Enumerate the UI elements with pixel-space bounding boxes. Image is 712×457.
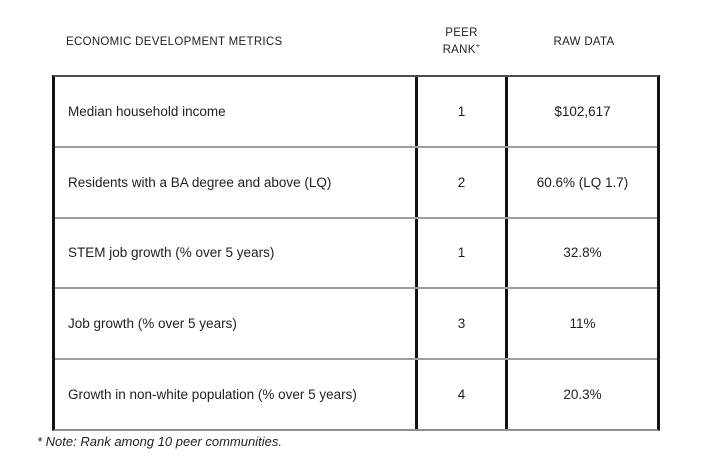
table-row: STEM job growth (% over 5 years) 1 32.8% (55, 218, 657, 290)
peer-rank-cell: 4 (415, 360, 508, 429)
table-row: Job growth (% over 5 years) 3 11% (55, 289, 657, 361)
metric-name-cell: STEM job growth (% over 5 years) (68, 245, 275, 261)
peer-rank-cell: 3 (415, 289, 508, 359)
metric-name-cell: Residents with a BA degree and above (LQ… (68, 174, 332, 190)
metric-name-cell: Median household income (68, 103, 226, 119)
raw-data-cell: 60.6% (LQ 1.7) (536, 174, 629, 190)
table-row: Growth in non-white population (% over 5… (55, 360, 657, 429)
raw-data-cell: $102,617 (554, 103, 611, 119)
peer-rank-cell: 1 (415, 218, 508, 288)
economic-metrics-table: Median household income 1 $102,617 Resid… (52, 75, 660, 431)
peer-rank-footnote-marker: + (475, 41, 481, 51)
peer-rank-cell: 1 (415, 77, 508, 146)
peer-rank-line2: RANK (442, 44, 476, 56)
table-row: Residents with a BA degree and above (LQ… (55, 147, 657, 219)
raw-data-cell: 32.8% (563, 245, 602, 261)
metric-name-cell: Growth in non-white population (% over 5… (68, 387, 357, 403)
peer-rank-line1: PEER (445, 27, 478, 40)
column-header-metrics: ECONOMIC DEVELOPMENT METRICS (66, 36, 283, 48)
metric-name-cell: Job growth (% over 5 years) (68, 316, 237, 332)
column-header-raw-data: RAW DATA (553, 36, 615, 48)
peer-rank-cell: 2 (415, 147, 508, 217)
raw-data-cell: 20.3% (563, 387, 602, 403)
table-header-row: ECONOMIC DEVELOPMENT METRICS PEER RANK+ … (52, 16, 660, 68)
table-row: Median household income 1 $102,617 (55, 77, 657, 148)
table-footnote: * Note: Rank among 10 peer communities. (37, 434, 282, 449)
column-header-peer-rank: PEER RANK+ (415, 25, 508, 58)
raw-data-cell: 11% (569, 316, 596, 332)
